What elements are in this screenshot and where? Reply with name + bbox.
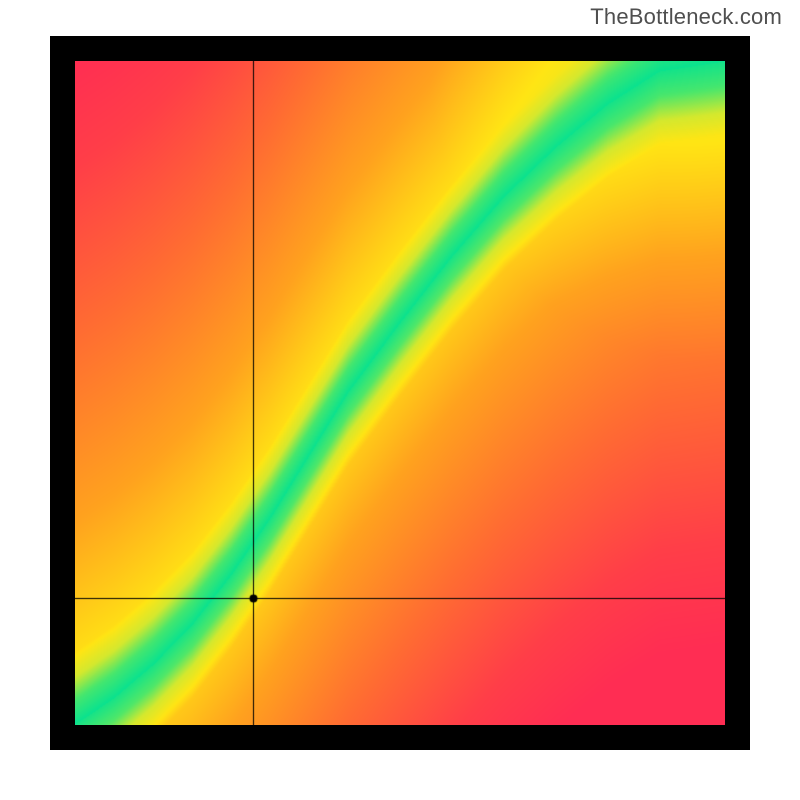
heatmap-canvas [75,61,725,725]
root: TheBottleneck.com [0,0,800,800]
heatmap-canvas-wrap [75,61,725,725]
chart-frame [50,36,750,750]
watermark-text: TheBottleneck.com [590,4,782,30]
